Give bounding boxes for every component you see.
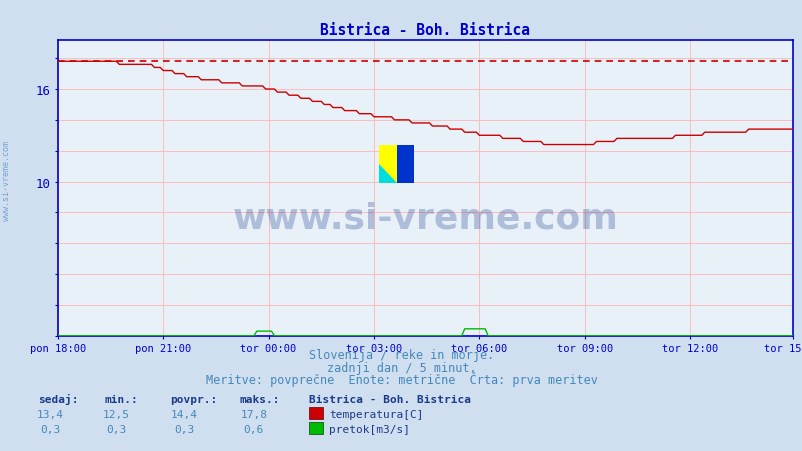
Text: www.si-vreme.com: www.si-vreme.com (2, 141, 11, 220)
Text: 14,4: 14,4 (171, 409, 198, 419)
Text: 12,5: 12,5 (103, 409, 130, 419)
Text: pretok[m3/s]: pretok[m3/s] (329, 424, 410, 434)
Bar (379, 146, 414, 184)
Text: min.:: min.: (104, 394, 138, 404)
Text: zadnji dan / 5 minut.: zadnji dan / 5 minut. (326, 361, 476, 374)
Polygon shape (379, 165, 396, 184)
Text: sedaj:: sedaj: (38, 393, 79, 404)
Text: 0,3: 0,3 (40, 424, 61, 434)
Text: 0,3: 0,3 (106, 424, 127, 434)
Text: 0,3: 0,3 (174, 424, 195, 434)
Text: www.si-vreme.com: www.si-vreme.com (232, 201, 618, 235)
Text: povpr.:: povpr.: (170, 394, 217, 404)
Text: temperatura[C]: temperatura[C] (329, 409, 423, 419)
Text: maks.:: maks.: (239, 394, 279, 404)
Text: 13,4: 13,4 (37, 409, 64, 419)
Text: Meritve: povprečne  Enote: metrične  Črta: prva meritev: Meritve: povprečne Enote: metrične Črta:… (205, 371, 597, 386)
Text: Bistrica - Boh. Bistrica: Bistrica - Boh. Bistrica (309, 394, 471, 404)
Text: 0,6: 0,6 (243, 424, 264, 434)
Bar (396, 146, 414, 184)
Title: Bistrica - Boh. Bistrica: Bistrica - Boh. Bistrica (320, 23, 529, 38)
Text: Slovenija / reke in morje.: Slovenija / reke in morje. (309, 349, 493, 362)
Text: 17,8: 17,8 (240, 409, 267, 419)
